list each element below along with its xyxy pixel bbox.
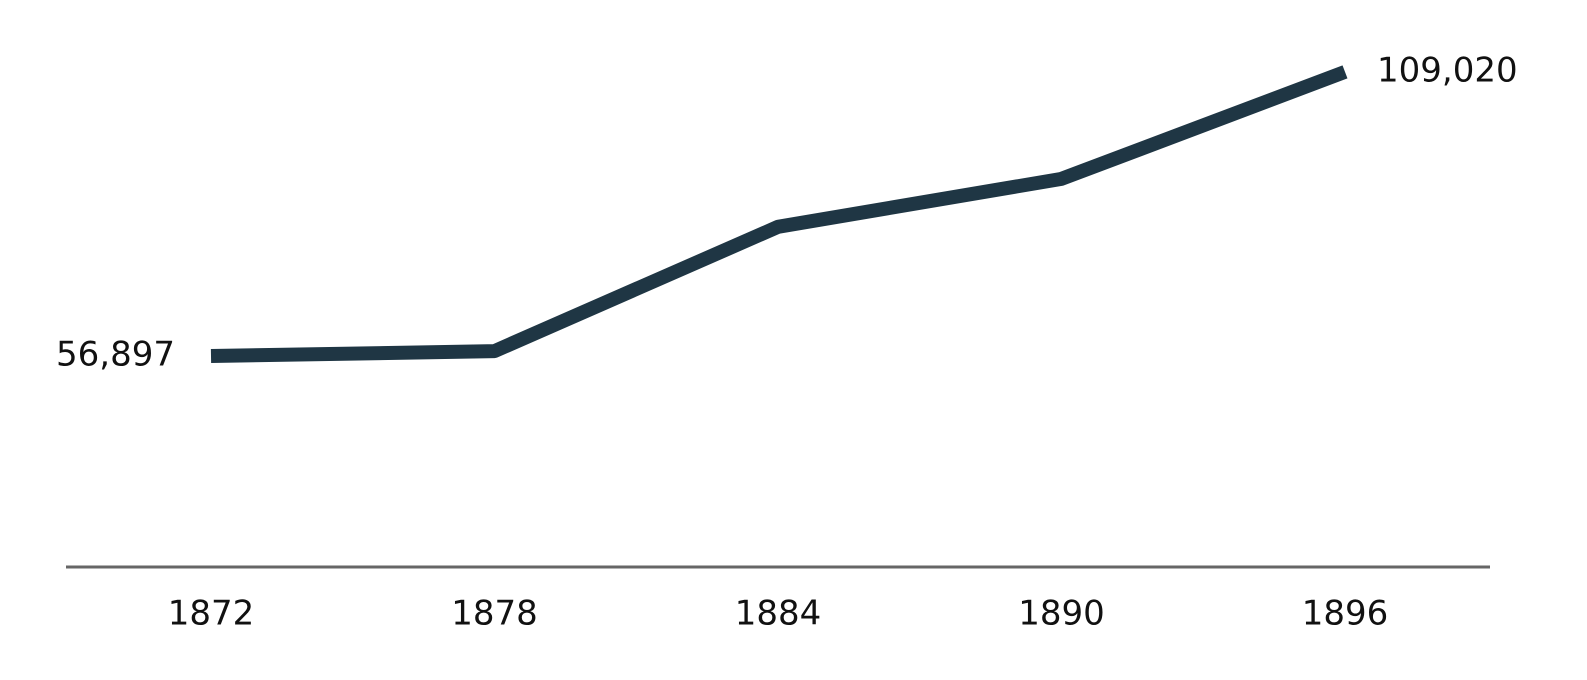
value-label: 109,020 xyxy=(1377,50,1518,90)
x-tick-label: 1884 xyxy=(735,594,822,634)
x-tick-label: 1890 xyxy=(1018,594,1105,634)
x-tick-label: 1872 xyxy=(168,594,255,634)
value-label: 56,897 xyxy=(56,335,175,375)
x-tick-label: 1896 xyxy=(1302,594,1389,634)
x-tick-label: 1878 xyxy=(451,594,538,634)
line xyxy=(210,65,1348,364)
